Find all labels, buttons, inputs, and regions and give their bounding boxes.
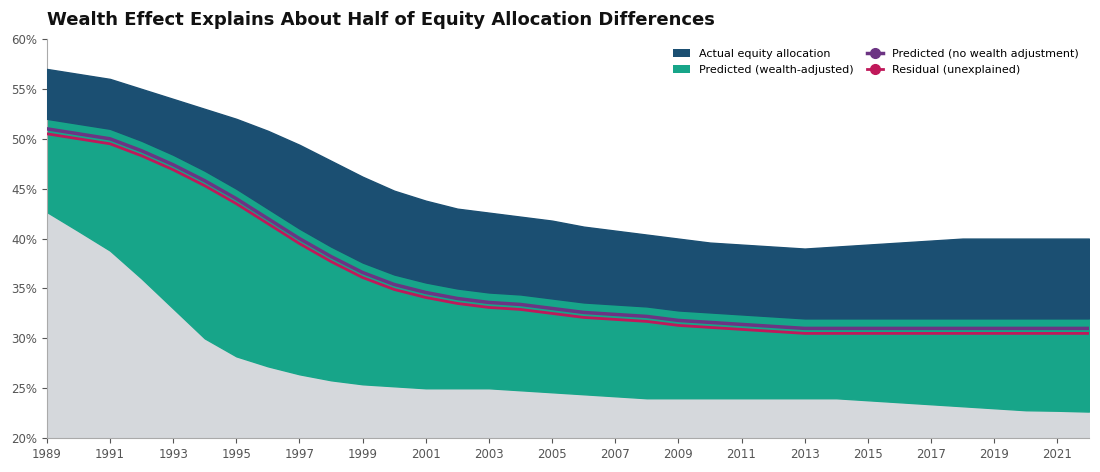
Text: Wealth Effect Explains About Half of Equity Allocation Differences: Wealth Effect Explains About Half of Equ… — [47, 11, 715, 29]
Legend: Actual equity allocation, Predicted (wealth-adjusted), Predicted (no wealth adju: Actual equity allocation, Predicted (wea… — [669, 44, 1084, 79]
